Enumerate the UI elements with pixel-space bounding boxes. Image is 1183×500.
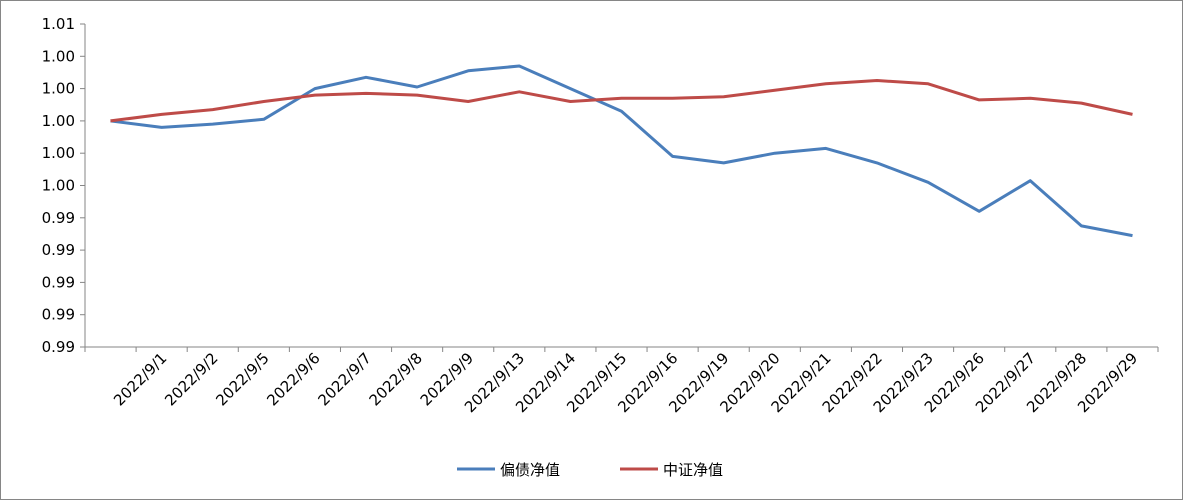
- y-tick-label: 0.99: [42, 209, 75, 227]
- series-line: [110, 64, 1133, 238]
- y-tick-label: 0.99: [42, 338, 75, 356]
- y-tick-label: 1.00: [42, 112, 75, 130]
- series-line: [110, 79, 1133, 123]
- y-tick-label: 1.00: [42, 80, 75, 98]
- y-tick-label: 1.00: [42, 47, 75, 65]
- y-tick-label: 1.01: [42, 15, 75, 33]
- y-tick-label: 0.99: [42, 241, 75, 259]
- y-tick-label: 1.00: [42, 177, 75, 195]
- y-tick-label: 1.00: [42, 144, 75, 162]
- y-tick-label: 0.99: [42, 306, 75, 324]
- y-tick-label: 0.99: [42, 273, 75, 291]
- legend-label: 中证净值: [663, 461, 723, 479]
- legend-label: 偏债净值: [500, 461, 560, 479]
